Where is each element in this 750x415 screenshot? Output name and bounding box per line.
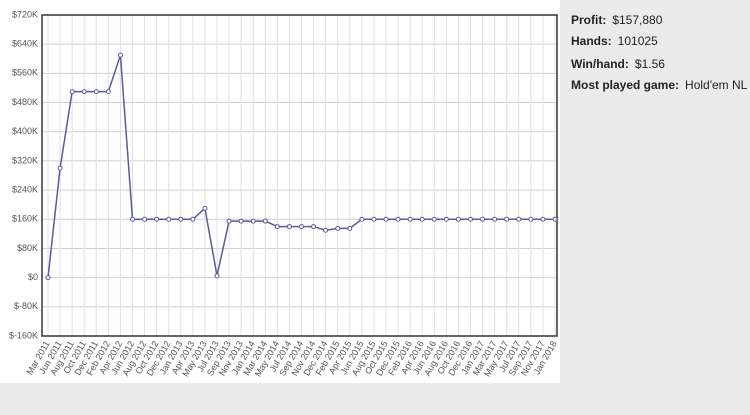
point (81, 89, 87, 95)
point (214, 273, 220, 279)
point (142, 216, 148, 222)
point (552, 216, 558, 222)
y-tick-label: $240K (12, 184, 38, 194)
y-tick-label: $0 (28, 272, 38, 282)
stat-row: Win/hand: $1.56 (571, 57, 665, 71)
point (45, 275, 51, 281)
y-tick-label: $320K (12, 155, 38, 165)
point (371, 216, 377, 222)
point (226, 218, 232, 224)
point (335, 225, 341, 231)
plot-border (41, 14, 558, 337)
y-tick-label: $720K (12, 9, 38, 19)
stat-value: $1.56 (634, 57, 665, 71)
y-tick-label: $80K (17, 243, 38, 253)
point (455, 216, 461, 222)
point (468, 216, 473, 222)
point (190, 216, 196, 222)
point (480, 216, 486, 222)
point (69, 89, 75, 95)
stat-value: Hold'em NL (685, 78, 748, 92)
point (154, 216, 160, 222)
plot-area (42, 15, 557, 336)
point (130, 216, 135, 222)
point (117, 52, 123, 58)
point (383, 216, 389, 222)
y-tick-label: $400K (12, 126, 38, 136)
y-tick-label: $640K (12, 39, 38, 49)
y-tick-label: $480K (12, 97, 38, 107)
point (395, 216, 401, 222)
y-tick-label: $-160K (9, 330, 38, 340)
point (105, 89, 111, 95)
stat-row: Profit: $157,880 (571, 13, 662, 27)
stat-value: 101025 (617, 34, 658, 48)
point (57, 165, 63, 171)
point (528, 216, 534, 222)
stat-label: Most played game: (571, 78, 680, 92)
stat-label: Hands: (571, 34, 612, 48)
point (443, 216, 449, 222)
point (178, 216, 184, 222)
y-tick-label: $160K (12, 214, 38, 224)
y-tick-label: $-80K (14, 301, 38, 311)
stat-label: Profit: (571, 13, 607, 27)
point (347, 225, 353, 231)
point (516, 216, 522, 222)
point (359, 216, 365, 222)
y-tick-label: $560K (12, 68, 38, 78)
point (504, 216, 510, 222)
point (93, 89, 99, 95)
point (202, 205, 208, 211)
point (407, 216, 413, 222)
point (540, 216, 546, 222)
point (286, 224, 292, 230)
point (431, 216, 437, 222)
point (299, 224, 304, 230)
point (274, 224, 280, 230)
stat-label: Win/hand: (571, 57, 629, 71)
chart: $-160K $-80K $0 $80K $160K $240K $320K $400K $48… (0, 0, 560, 383)
point (311, 224, 317, 230)
stat-row: Hands: 101025 (571, 34, 658, 48)
point (492, 216, 498, 222)
point (323, 227, 329, 233)
stat-value: $157,880 (612, 13, 663, 27)
point (419, 216, 425, 222)
stat-row: Most played game: Hold'em NL (571, 78, 747, 92)
point (250, 218, 256, 224)
point (262, 218, 268, 224)
point (238, 218, 244, 224)
point (166, 216, 172, 222)
